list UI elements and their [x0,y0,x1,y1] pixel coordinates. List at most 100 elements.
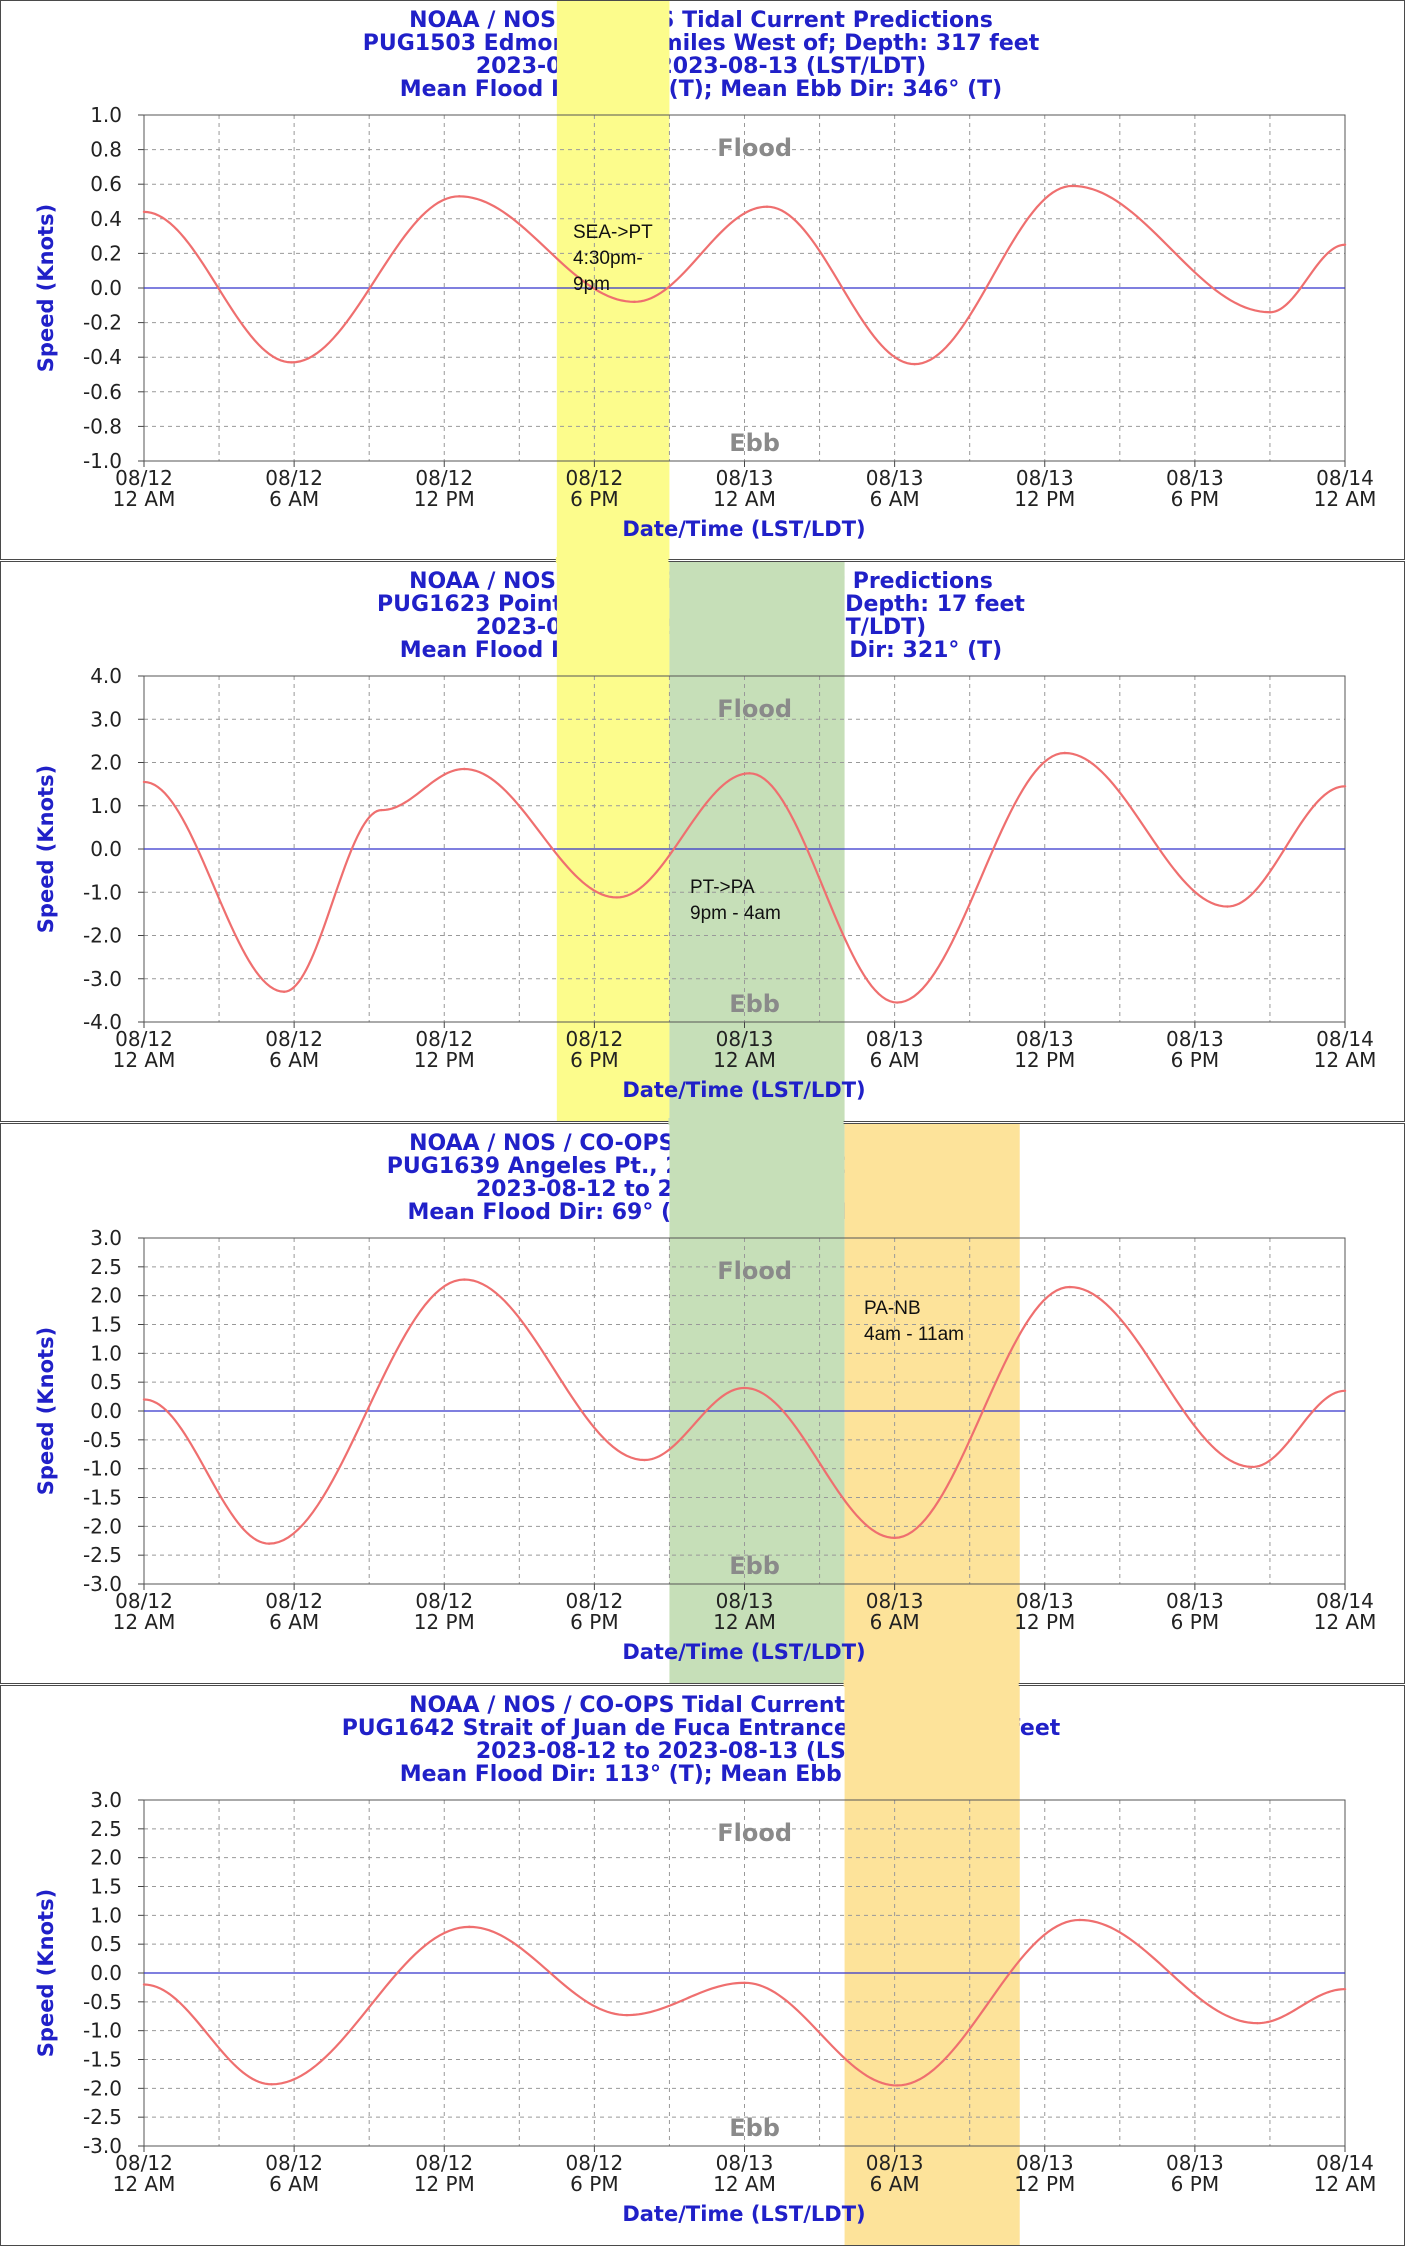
y-tick-label: -2.0 [83,1514,122,1538]
route-band-2 [844,1686,1020,2245]
x-tick-date: 08/14 [1316,1027,1374,1051]
curve-point [1268,311,1272,314]
x-tick-time: 12 PM [1014,2172,1075,2196]
x-tick-time: 6 PM [1171,2172,1219,2196]
y-axis-title: Speed (Knots) [34,1889,58,2057]
curve-point [743,1386,746,1390]
y-tick-label: -3.0 [83,967,122,991]
x-tick-time: 12 PM [414,2172,475,2196]
x-tick-date: 08/13 [866,466,924,490]
x-tick-time: 12 AM [1314,2172,1377,2196]
y-tick-label: 0.0 [90,1399,122,1423]
y-axis-title: Speed (Knots) [34,204,58,372]
y-tick-label: 2.0 [90,751,122,775]
x-tick-time: 6 AM [269,1048,319,1072]
y-tick-label: 2.5 [90,1255,122,1279]
x-tick-time: 6 PM [570,2172,618,2196]
curve-point [1068,1285,1071,1289]
x-tick-date: 08/12 [415,2151,473,2175]
route-band-0 [556,1,670,559]
x-tick-time: 12 PM [414,1610,475,1634]
x-tick-date: 08/13 [866,1027,924,1051]
x-tick-time: 12 PM [1014,1610,1075,1634]
x-tick-date: 08/13 [1016,466,1074,490]
y-axis-title: Speed (Knots) [34,1327,58,1495]
y-tick-label: 1.0 [90,794,122,818]
y-tick-label: -1.5 [83,2048,122,2072]
x-tick-date: 08/13 [716,1027,774,1051]
y-tick-label: -4.0 [83,1010,122,1034]
y-tick-label: -2.0 [83,2076,122,2100]
flood-label: Flood [717,1819,792,1847]
x-tick-date: 08/12 [265,1027,323,1051]
station-label: PUG1503 Edmonds, 2.5 miles West of; Dept… [363,31,1040,56]
y-tick-label: -0.5 [83,1428,122,1452]
flood-label: Flood [717,695,792,723]
y-tick-label: 2.0 [90,1846,122,1870]
y-tick-label: 1.0 [90,1341,122,1365]
x-tick-time: 12 AM [713,1048,776,1072]
x-tick-date: 08/14 [1316,466,1374,490]
y-tick-label: 0.0 [90,837,122,861]
ebb-label: Ebb [729,990,780,1018]
chart-svg: NOAA / NOS / CO-OPS Tidal Current Predic… [34,1,1377,559]
x-tick-date: 08/12 [566,1027,624,1051]
x-tick-date: 08/12 [265,466,323,490]
y-tick-label: -0.2 [83,311,122,335]
x-tick-date: 08/13 [1166,1027,1224,1051]
y-tick-label: 0.5 [90,1370,122,1394]
curve-point [142,780,146,784]
x-axis-title: Date/Time (LST/LDT) [622,517,865,541]
x-tick-time: 12 PM [414,487,475,511]
route-band-2 [844,1124,1020,1683]
chart-title: NOAA / NOS / CO-OPS Tidal Current Predic… [409,8,993,33]
x-tick-date: 08/13 [1016,2151,1074,2175]
curve-point [893,1536,896,1540]
x-tick-date: 08/12 [115,1027,173,1051]
x-tick-date: 08/13 [716,1589,774,1613]
y-tick-label: -2.5 [83,1543,122,1567]
x-tick-time: 6 AM [269,487,319,511]
y-tick-label: 2.0 [90,1284,122,1308]
x-tick-time: 12 AM [113,1610,176,1634]
curve-point [468,1925,471,1929]
curve-point [270,2083,273,2086]
y-axis-title: Speed (Knots) [34,765,58,933]
curve-point [1251,1465,1254,1469]
curve-point [142,210,146,214]
curve-point [633,300,636,304]
curve-point [1226,905,1229,908]
route-band-0 [556,562,670,1121]
chart-svg: NOAA / NOS / CO-OPS Tidal Current Predic… [34,562,1376,1121]
curve-point [625,2013,629,2017]
x-tick-time: 6 PM [570,1610,618,1634]
y-tick-label: 0.2 [90,241,122,265]
x-tick-time: 6 AM [870,2172,920,2196]
chart-svg: NOAA / NOS / CO-OPS Tidal Current Predic… [34,1124,1376,1683]
mean-direction-label: Mean Flood Dir: 167° (T); Mean Ebb Dir: … [400,77,1002,102]
y-tick-label: -1.0 [83,880,122,904]
x-tick-time: 12 AM [113,487,176,511]
flood-label: Flood [717,1257,792,1285]
curve-point [1078,1918,1081,1922]
y-tick-label: 0.6 [90,172,122,196]
ebb-label: Ebb [729,429,780,457]
curve-point [463,1278,466,1281]
curve-point [748,772,751,775]
x-tick-date: 08/12 [415,1589,473,1613]
curve-point [895,2084,899,2087]
curve-point [1343,785,1347,788]
x-tick-date: 08/12 [415,466,473,490]
x-tick-time: 6 PM [1171,487,1219,511]
x-tick-date: 08/13 [716,2151,774,2175]
flood-label: Flood [717,134,792,162]
curve-point [895,1001,899,1004]
curve-point [1343,1987,1347,1991]
x-axis-title: Date/Time (LST/LDT) [622,2202,865,2226]
curve-point [1063,751,1066,755]
chart-panel-point-wilson: NOAA / NOS / CO-OPS Tidal Current Predic… [0,561,1405,1122]
x-tick-time: 6 PM [570,487,618,511]
x-tick-time: 12 AM [1314,487,1377,511]
x-tick-time: 12 PM [1014,487,1075,511]
y-tick-label: -1.5 [83,1486,122,1510]
